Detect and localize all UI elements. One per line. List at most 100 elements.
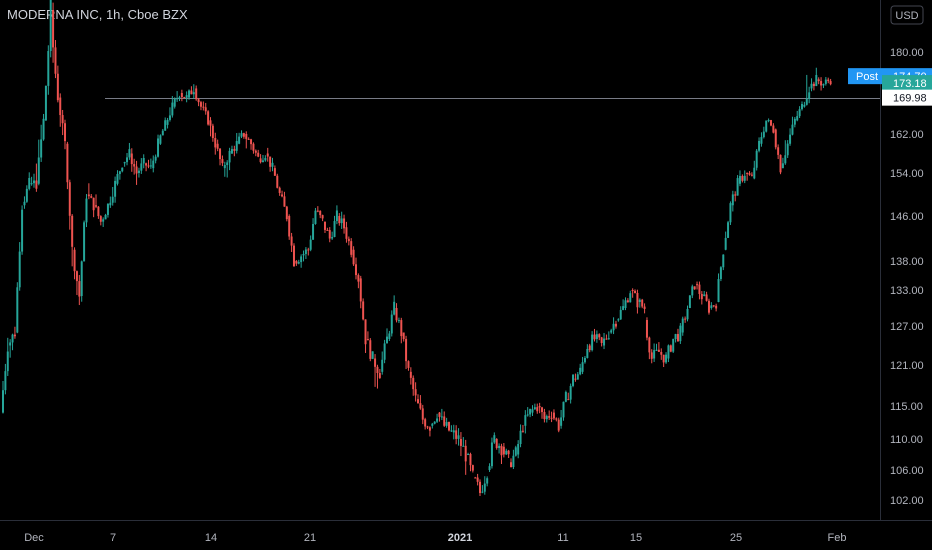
candle-body [276, 175, 279, 188]
candle-body [18, 251, 21, 288]
candle-body [526, 414, 529, 416]
candle-body [786, 143, 789, 156]
candle-body [481, 491, 484, 493]
time-tick-label: Feb [828, 532, 847, 544]
candle-body [474, 477, 477, 479]
candle-body [498, 445, 501, 449]
candle-body [467, 454, 470, 456]
candle-body [266, 153, 269, 157]
candle-body [345, 227, 348, 239]
candle-body [152, 160, 155, 169]
candle-body [214, 138, 217, 148]
candle-body [230, 149, 233, 154]
candle-body [452, 430, 455, 433]
candle-body [242, 133, 245, 137]
candle-body [440, 416, 443, 418]
candle-body [285, 206, 288, 220]
candle-body [183, 97, 186, 99]
candle-body [552, 412, 555, 419]
candle-body [412, 377, 415, 390]
candle-body [490, 442, 493, 467]
candle-body [779, 154, 782, 173]
candle-body [557, 419, 560, 431]
candle-body [674, 334, 677, 339]
candle-body [421, 408, 424, 420]
candle-body [23, 201, 26, 206]
candle-body [614, 323, 617, 327]
candle-body [605, 338, 608, 340]
candle-body [531, 409, 534, 413]
candle-body [696, 284, 699, 286]
candle-body [178, 97, 181, 99]
candle-body [252, 143, 255, 151]
candle-body [428, 427, 431, 431]
candle-body [684, 318, 687, 320]
candle-body [188, 90, 191, 98]
candle-body [140, 163, 143, 171]
candle-body [707, 300, 710, 313]
candle-body [445, 422, 448, 426]
candle-body [331, 236, 334, 239]
candle-body [149, 165, 152, 167]
candle-body [37, 157, 40, 184]
candle-body [121, 167, 124, 172]
candle-body [207, 111, 210, 125]
candle-body [691, 286, 694, 296]
candle-body [390, 314, 393, 334]
candle-body [338, 216, 341, 224]
candle-body [173, 98, 176, 107]
candle-body [476, 477, 479, 482]
candle-body [419, 403, 422, 409]
candle-body [536, 407, 539, 412]
candle-body [753, 167, 756, 179]
candle-body [99, 216, 102, 222]
price-tick-label: 138.00 [890, 256, 924, 268]
candle-body [572, 374, 575, 386]
candle-body [35, 180, 38, 189]
candle-body [11, 334, 14, 343]
candle-body [438, 412, 441, 417]
candle-body [729, 203, 732, 223]
candle-body [579, 367, 582, 375]
candle-body [824, 79, 827, 84]
candle-body [829, 81, 832, 85]
candle-body [517, 443, 520, 455]
candle-body [75, 271, 78, 282]
candle-body [135, 166, 138, 174]
candle-body [97, 206, 100, 217]
candle-body [95, 205, 98, 207]
candle-body [221, 159, 224, 164]
candle-body [781, 163, 784, 169]
candle-body [750, 174, 753, 176]
candle-body [767, 120, 770, 122]
candle-body [388, 333, 391, 339]
candle-body [653, 350, 656, 359]
candle-body [80, 261, 83, 296]
currency-button[interactable] [890, 5, 924, 25]
price-tick-label: 180.00 [890, 47, 924, 59]
candle-body [731, 194, 734, 206]
candle-body [264, 157, 267, 161]
candle-body [16, 287, 19, 333]
candle-body [431, 423, 434, 426]
candle-body [514, 447, 517, 456]
candle-body [746, 173, 749, 174]
time-tick-label: 15 [630, 532, 642, 544]
candle-body [128, 149, 131, 158]
candle-body [469, 454, 472, 466]
candle-body [42, 118, 45, 140]
candle-body [762, 131, 765, 138]
candle-body [510, 462, 513, 468]
candle-body [827, 79, 830, 82]
candle-body [417, 399, 419, 404]
time-tick-label: 11 [557, 532, 568, 544]
candle-body [524, 415, 527, 426]
candle-body [166, 119, 169, 125]
candle-body [805, 99, 808, 105]
candle-body [662, 354, 665, 363]
candle-body [703, 294, 706, 296]
candle-body [505, 450, 508, 455]
last-price-value: 173.18 [893, 78, 927, 90]
candle-body [626, 300, 629, 303]
